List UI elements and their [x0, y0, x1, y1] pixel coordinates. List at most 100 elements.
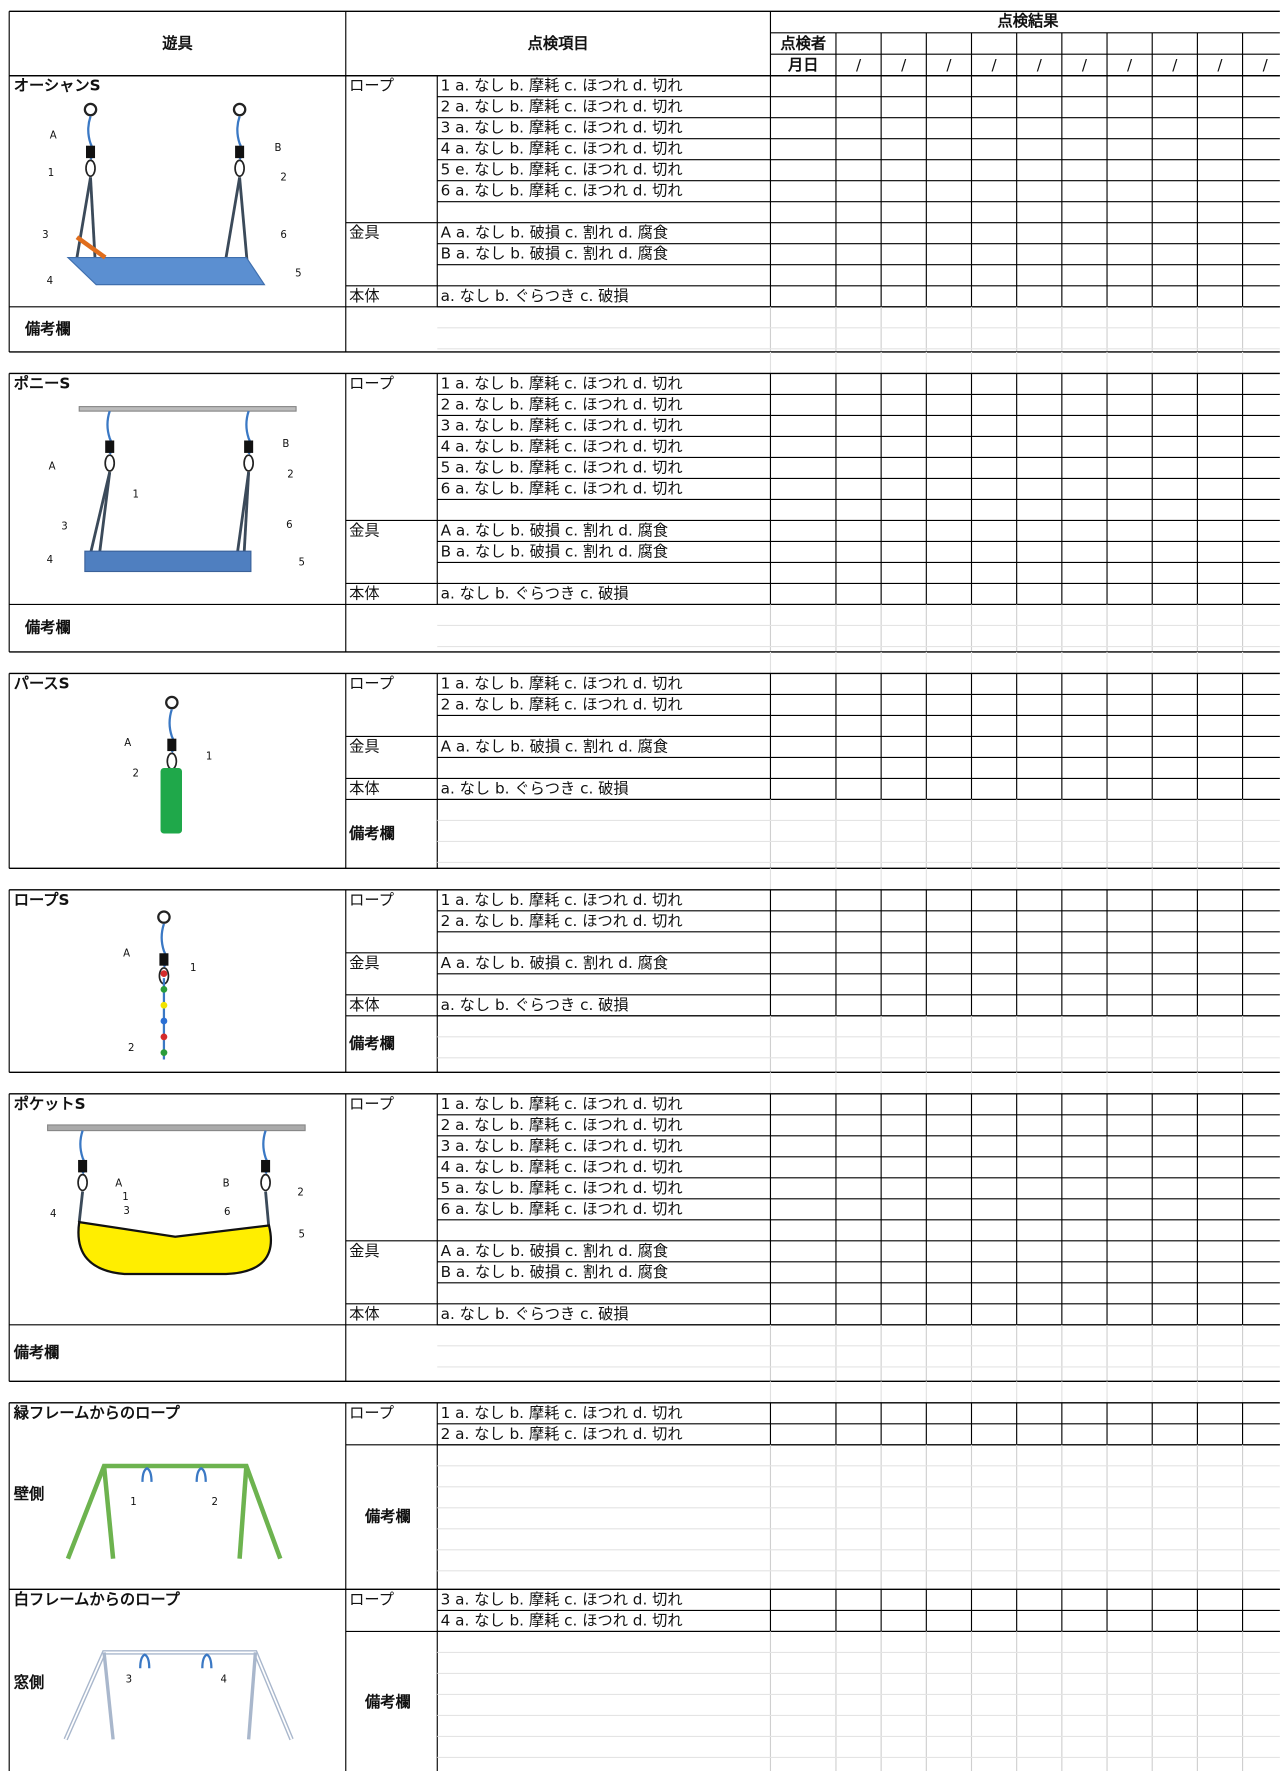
- item-text: 2 a. なし b. 摩耗 c. ほつれ d. 切れ: [441, 695, 683, 713]
- item-text: B a. なし b. 破損 c. 割れ d. 腐食: [441, 1263, 669, 1281]
- figure-label: 2: [280, 172, 286, 183]
- item-group: 金具: [349, 1242, 379, 1260]
- item-text: B a. なし b. 破損 c. 割れ d. 腐食: [441, 542, 669, 560]
- figure-label: B: [223, 1179, 230, 1190]
- seat: [85, 551, 251, 571]
- figure-label: A: [115, 1179, 122, 1190]
- item-text: B a. なし b. 破損 c. 割れ d. 腐食: [441, 245, 669, 263]
- bag: [161, 768, 182, 834]
- frame-bar: [79, 407, 296, 412]
- item-group: 金具: [349, 954, 379, 972]
- item-text: A a. なし b. 破損 c. 割れ d. 腐食: [441, 737, 668, 755]
- item-group: 本体: [349, 1305, 379, 1323]
- item-text: 3 a. なし b. 摩耗 c. ほつれ d. 切れ: [441, 416, 683, 434]
- date-slash: /: [1217, 56, 1223, 74]
- remarks-label: 備考欄: [24, 320, 71, 338]
- item-text: 1 a. なし b. 摩耗 c. ほつれ d. 切れ: [441, 374, 683, 392]
- item-group: 本体: [349, 287, 379, 305]
- item-text: a. なし b. ぐらつき c. 破損: [441, 1305, 629, 1323]
- item-text: 4 a. なし b. 摩耗 c. ほつれ d. 切れ: [441, 1158, 683, 1176]
- section-name: 白フレームからのロープ: [14, 1590, 181, 1608]
- item-group: ロープ: [349, 1590, 394, 1608]
- item-text: 2 a. なし b. 摩耗 c. ほつれ d. 切れ: [441, 395, 683, 413]
- figure-label: 2: [132, 769, 138, 780]
- clip: [105, 440, 114, 452]
- remarks-label: 備考欄: [13, 1344, 60, 1362]
- section-name: パースS: [14, 674, 70, 692]
- remarks-label: 備考欄: [364, 1693, 411, 1711]
- clip: [261, 1160, 270, 1172]
- figure-label: A: [124, 738, 131, 749]
- seat: [68, 258, 265, 285]
- side-label: 壁側: [13, 1485, 44, 1503]
- clip: [235, 146, 244, 158]
- item-text: 5 a. なし b. 摩耗 c. ほつれ d. 切れ: [441, 458, 683, 476]
- figure-label: 2: [212, 1497, 218, 1508]
- item-text: 3 a. なし b. 摩耗 c. ほつれ d. 切れ: [441, 1137, 683, 1155]
- item-text: a. なし b. ぐらつき c. 破損: [441, 779, 629, 797]
- figure-label: 6: [224, 1207, 230, 1218]
- section-name: ポニーS: [14, 374, 71, 392]
- item-text: 2 a. なし b. 摩耗 c. ほつれ d. 切れ: [441, 98, 683, 116]
- header-items: 点検項目: [528, 35, 589, 53]
- figure-label: 1: [190, 963, 196, 974]
- date-slash: /: [1263, 56, 1269, 74]
- item-text: 6 a. なし b. 摩耗 c. ほつれ d. 切れ: [441, 479, 683, 497]
- figure-label: 1: [206, 752, 212, 763]
- item-group: 金具: [349, 521, 379, 539]
- date-slash: /: [1082, 56, 1088, 74]
- item-text: 4 a. なし b. 摩耗 c. ほつれ d. 切れ: [441, 140, 683, 158]
- figure-label: 2: [297, 1188, 303, 1199]
- bead: [161, 1002, 168, 1009]
- bead: [161, 1049, 168, 1056]
- inspection-sheet: 遊具 点検項目 点検結果 点検者 月日 //////////オーシャンSロープ1…: [0, 0, 1280, 1771]
- item-text: 2 a. なし b. 摩耗 c. ほつれ d. 切れ: [441, 912, 683, 930]
- figure-label: 4: [50, 1209, 56, 1220]
- figure-label: 1: [122, 1192, 128, 1203]
- figure-label: 1: [48, 168, 54, 179]
- frame-bar: [48, 1125, 306, 1131]
- item-text: 5 a. なし b. 摩耗 c. ほつれ d. 切れ: [441, 1179, 683, 1197]
- bead: [161, 1033, 168, 1040]
- item-text: 2 a. なし b. 摩耗 c. ほつれ d. 切れ: [441, 1425, 683, 1443]
- figure-label: 3: [42, 230, 48, 241]
- item-text: 1 a. なし b. 摩耗 c. ほつれ d. 切れ: [441, 1095, 683, 1113]
- clip: [244, 440, 253, 452]
- remarks-label: 備考欄: [348, 824, 395, 842]
- figure-label: 3: [61, 521, 67, 532]
- item-text: 2 a. なし b. 摩耗 c. ほつれ d. 切れ: [441, 1116, 683, 1134]
- bead: [161, 1018, 168, 1025]
- date-slash: /: [992, 56, 998, 74]
- date-slash: /: [901, 56, 907, 74]
- figure-label: 4: [47, 555, 53, 566]
- header-inspector: 点検者: [780, 35, 826, 53]
- page: {"header": {"equipment": "遊具", "items": …: [0, 0, 1280, 1771]
- section-name: ロープS: [14, 891, 70, 909]
- item-text: 1 a. なし b. 摩耗 c. ほつれ d. 切れ: [441, 891, 683, 909]
- item-group: ロープ: [349, 1095, 394, 1113]
- header-results: 点検結果: [997, 12, 1059, 30]
- figure-label: A: [49, 461, 56, 472]
- item-text: A a. なし b. 破損 c. 割れ d. 腐食: [441, 521, 668, 539]
- remarks-label: 備考欄: [24, 619, 71, 637]
- header-date: 月日: [787, 56, 818, 74]
- figure-label: 5: [298, 1230, 304, 1241]
- item-group: 本体: [349, 779, 379, 797]
- item-text: a. なし b. ぐらつき c. 破損: [441, 584, 629, 602]
- figure-label: 4: [221, 1675, 227, 1686]
- item-group: 金具: [349, 224, 379, 242]
- item-group: ロープ: [349, 77, 394, 95]
- date-slash: /: [856, 56, 862, 74]
- item-text: A a. なし b. 破損 c. 割れ d. 腐食: [441, 954, 668, 972]
- figure-label: 1: [132, 490, 138, 501]
- date-slash: /: [1127, 56, 1133, 74]
- item-text: a. なし b. ぐらつき c. 破損: [441, 996, 629, 1014]
- item-text: 6 a. なし b. 摩耗 c. ほつれ d. 切れ: [441, 182, 683, 200]
- item-group: ロープ: [349, 891, 394, 909]
- figure-label: 6: [286, 520, 292, 531]
- item-text: A a. なし b. 破損 c. 割れ d. 腐食: [441, 1242, 668, 1260]
- clip: [78, 1160, 87, 1172]
- item-group: 本体: [349, 996, 379, 1014]
- figure-label: A: [50, 131, 57, 142]
- section-name: ポケットS: [14, 1095, 86, 1113]
